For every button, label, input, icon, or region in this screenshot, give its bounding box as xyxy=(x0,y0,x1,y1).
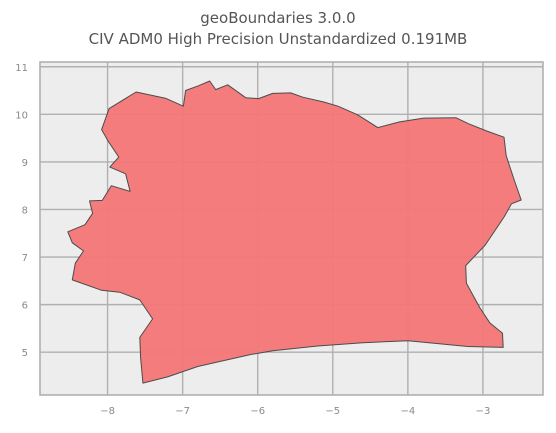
y-tick-label: 10 xyxy=(15,110,28,121)
x-tick-label: −7 xyxy=(175,406,190,417)
y-tick-label: 6 xyxy=(22,301,28,312)
plot-frame xyxy=(39,61,544,396)
y-tick-label: 7 xyxy=(22,253,28,264)
x-tick-label: −4 xyxy=(400,406,415,417)
x-axis: −8 −7 −6 −5 −4 −3 xyxy=(100,406,490,417)
x-tick-label: −3 xyxy=(476,406,491,417)
x-tick-label: −5 xyxy=(325,406,340,417)
x-tick-label: −8 xyxy=(100,406,115,417)
y-tick-label: 8 xyxy=(22,205,28,216)
title-line-1: geoBoundaries 3.0.0 xyxy=(200,9,356,27)
x-tick-label: −6 xyxy=(250,406,265,417)
y-axis: 5 6 7 8 9 10 11 xyxy=(15,63,28,359)
y-tick-label: 5 xyxy=(22,348,28,359)
y-tick-label: 9 xyxy=(22,158,28,169)
chart-title: geoBoundaries 3.0.0 CIV ADM0 High Precis… xyxy=(0,8,556,50)
title-line-2: CIV ADM0 High Precision Unstandardized 0… xyxy=(88,30,468,48)
y-tick-label: 11 xyxy=(15,63,28,74)
country-boundary-civ xyxy=(67,80,522,384)
